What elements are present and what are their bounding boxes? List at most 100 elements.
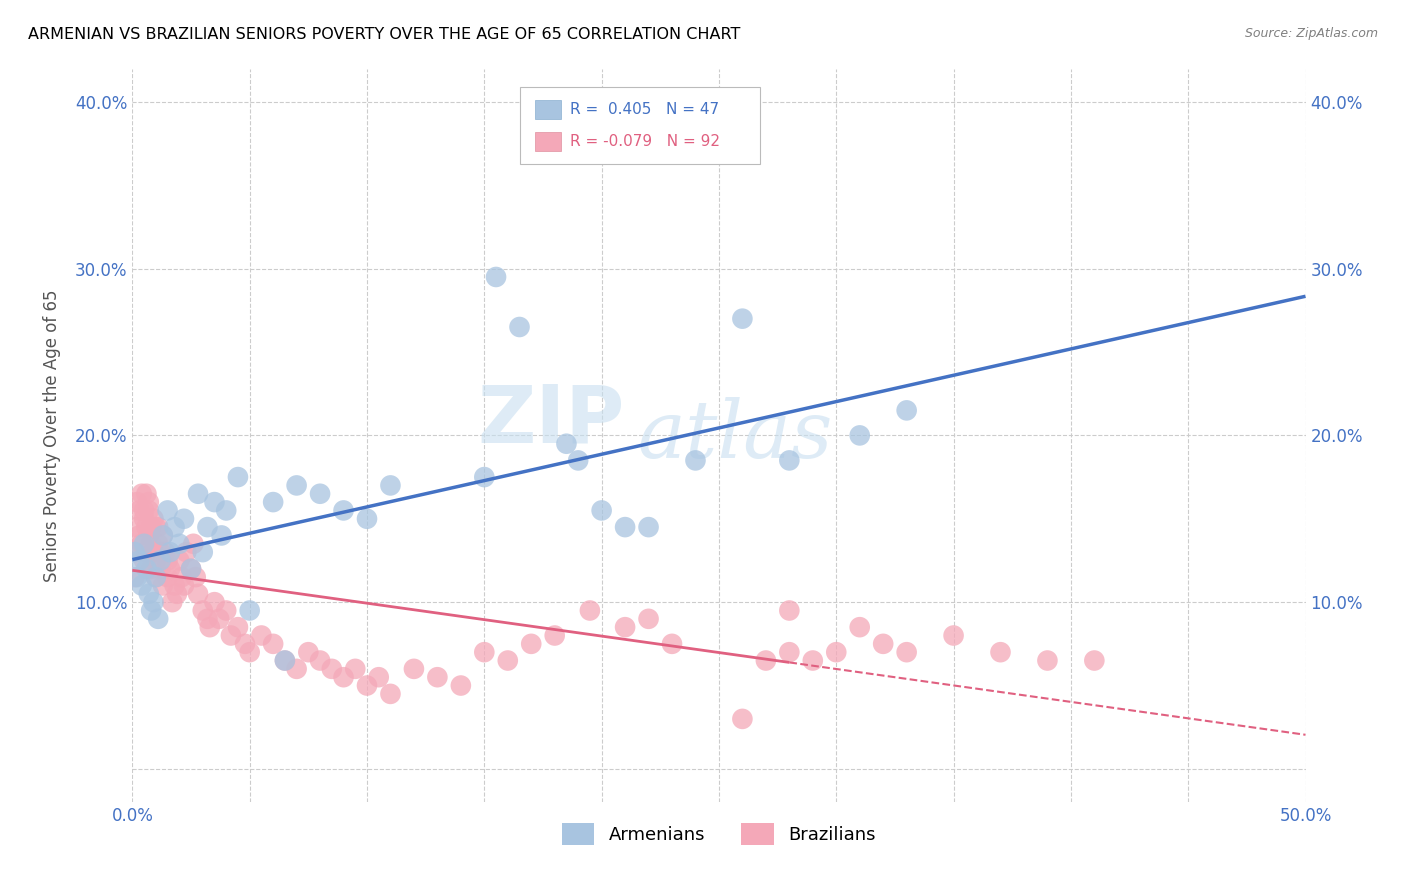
Point — [142, 512, 165, 526]
Point — [402, 662, 425, 676]
Point — [219, 628, 242, 642]
Point — [159, 545, 181, 559]
Point — [187, 587, 209, 601]
Point — [285, 478, 308, 492]
Text: ARMENIAN VS BRAZILIAN SENIORS POVERTY OVER THE AGE OF 65 CORRELATION CHART: ARMENIAN VS BRAZILIAN SENIORS POVERTY OV… — [28, 27, 741, 42]
Point — [472, 645, 495, 659]
Point — [872, 637, 894, 651]
Point — [156, 570, 179, 584]
Point — [367, 670, 389, 684]
Point — [544, 628, 567, 642]
Point — [152, 528, 174, 542]
Point — [180, 562, 202, 576]
Point — [139, 603, 162, 617]
Point — [731, 712, 754, 726]
Point — [139, 520, 162, 534]
Point — [274, 653, 297, 667]
Point — [145, 570, 167, 584]
Point — [169, 537, 191, 551]
Point — [204, 595, 226, 609]
Text: atlas: atlas — [637, 397, 832, 475]
Point — [187, 487, 209, 501]
Point — [152, 528, 174, 542]
Point — [138, 587, 160, 601]
Point — [685, 453, 707, 467]
Point — [124, 545, 146, 559]
Point — [125, 570, 148, 584]
Point — [128, 503, 150, 517]
Point — [197, 520, 219, 534]
Point — [173, 578, 195, 592]
Point — [285, 662, 308, 676]
Point — [139, 537, 162, 551]
Point — [163, 520, 186, 534]
Point — [135, 487, 157, 501]
Point — [183, 537, 205, 551]
Point — [125, 520, 148, 534]
Point — [142, 595, 165, 609]
Point — [197, 612, 219, 626]
Point — [184, 570, 207, 584]
Point — [567, 453, 589, 467]
Point — [132, 553, 155, 567]
Point — [239, 603, 262, 617]
Point — [356, 512, 378, 526]
Point — [124, 545, 146, 559]
Point — [132, 537, 155, 551]
Point — [778, 645, 800, 659]
Point — [450, 679, 472, 693]
Point — [156, 503, 179, 517]
Point — [149, 562, 172, 576]
Point — [262, 495, 284, 509]
Point — [163, 578, 186, 592]
Point — [755, 653, 778, 667]
Point — [176, 545, 198, 559]
Point — [731, 311, 754, 326]
Point — [262, 637, 284, 651]
Point — [226, 470, 249, 484]
Point — [191, 603, 214, 617]
Point — [250, 628, 273, 642]
Point — [496, 653, 519, 667]
Point — [614, 520, 637, 534]
Point — [215, 603, 238, 617]
Point — [145, 570, 167, 584]
FancyBboxPatch shape — [534, 100, 561, 120]
Point — [128, 553, 150, 567]
Point — [226, 620, 249, 634]
Point — [309, 487, 332, 501]
Point — [591, 503, 613, 517]
Point — [132, 512, 155, 526]
Point — [380, 687, 402, 701]
Point — [211, 528, 233, 542]
Point — [145, 520, 167, 534]
FancyBboxPatch shape — [519, 87, 761, 164]
Point — [233, 637, 256, 651]
Point — [135, 562, 157, 576]
Point — [579, 603, 602, 617]
Point — [297, 645, 319, 659]
Point — [485, 270, 508, 285]
Point — [191, 545, 214, 559]
Point — [356, 679, 378, 693]
Point — [131, 537, 153, 551]
Point — [142, 545, 165, 559]
Point — [896, 403, 918, 417]
Point — [344, 662, 367, 676]
Point — [380, 478, 402, 492]
Text: R = -0.079   N = 92: R = -0.079 N = 92 — [569, 135, 720, 149]
Point — [848, 428, 870, 442]
Point — [125, 495, 148, 509]
Point — [778, 453, 800, 467]
Point — [637, 612, 659, 626]
Point — [309, 653, 332, 667]
Point — [208, 612, 231, 626]
Point — [138, 495, 160, 509]
Point — [801, 653, 824, 667]
Point — [848, 620, 870, 634]
Point — [942, 628, 965, 642]
Point — [661, 637, 683, 651]
Point — [215, 503, 238, 517]
Point — [166, 587, 188, 601]
Text: ZIP: ZIP — [478, 382, 626, 459]
